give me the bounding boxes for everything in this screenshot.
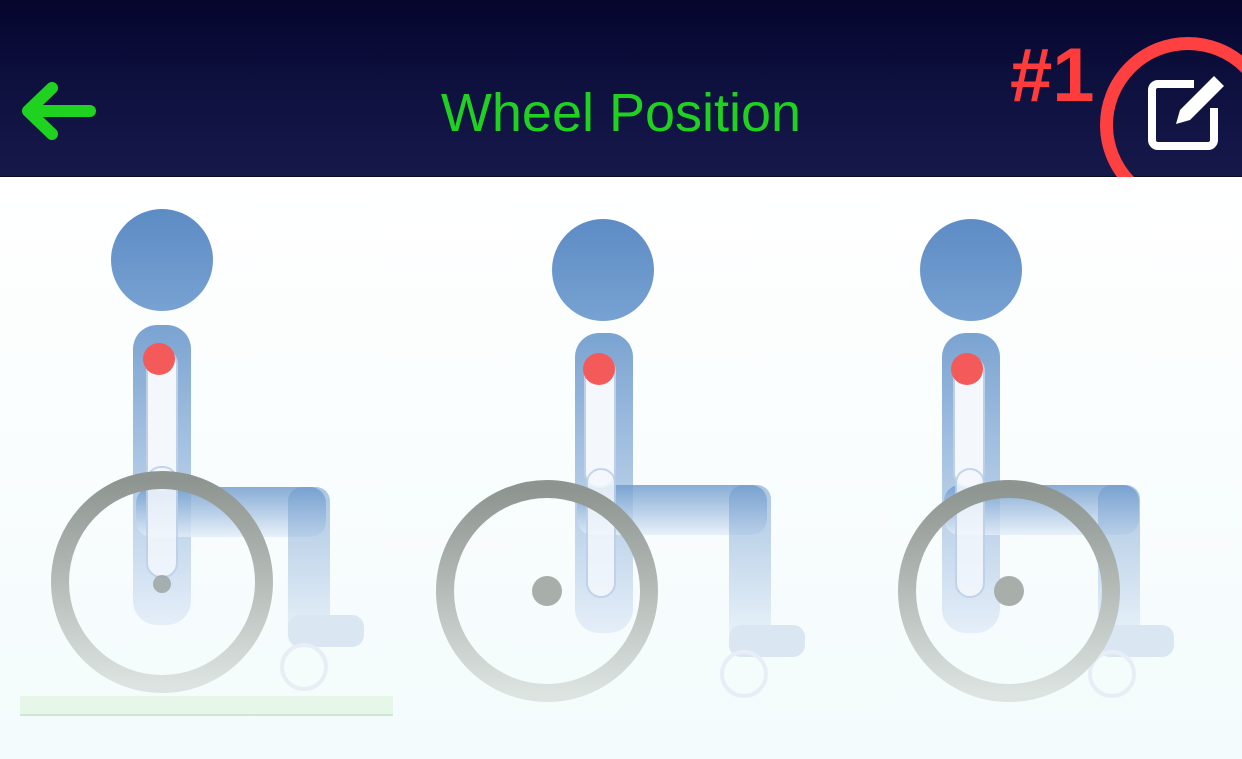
top-bar: Wheel Position xyxy=(0,0,1242,177)
edit-icon xyxy=(1148,76,1224,150)
edit-button[interactable] xyxy=(1136,66,1236,162)
page-title: Wheel Position xyxy=(440,83,802,143)
wheel-position-option-3[interactable] xyxy=(860,207,1240,707)
wheel-position-options xyxy=(0,177,1242,759)
wheel-position-option-1[interactable] xyxy=(20,197,400,697)
selected-indicator xyxy=(20,696,393,716)
wheelchair-icon xyxy=(51,209,364,693)
annotation-label: #1 xyxy=(1010,33,1095,118)
wheelchair-icon xyxy=(436,219,805,702)
wheelchair-icon xyxy=(898,219,1174,702)
back-button[interactable] xyxy=(18,78,98,144)
arrow-left-icon xyxy=(22,82,96,140)
wheel-position-option-2[interactable] xyxy=(435,207,815,707)
